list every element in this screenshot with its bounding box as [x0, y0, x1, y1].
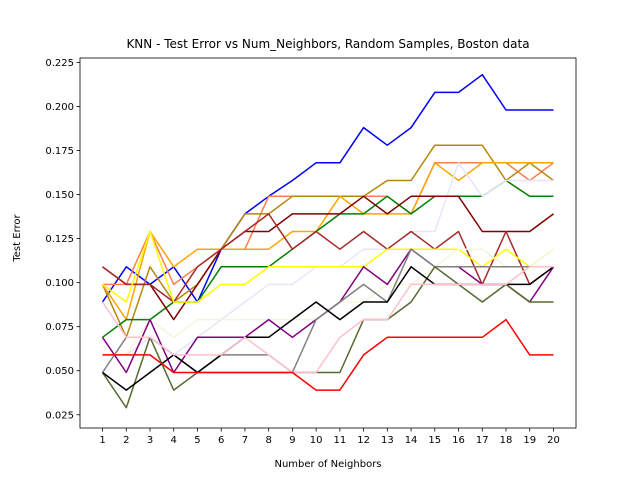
x-tick-label: 7 [242, 435, 248, 446]
y-tick-label: 0.050 [45, 366, 74, 377]
x-tick-label: 17 [476, 435, 489, 446]
y-tick-label: 0.100 [45, 278, 74, 289]
series-line-7 [102, 195, 554, 321]
y-tick-label: 0.025 [45, 410, 74, 421]
y-tick-label: 0.175 [45, 146, 74, 157]
x-tick-label: 16 [452, 435, 465, 446]
y-tick-label: 0.200 [45, 102, 74, 113]
series-line-8 [102, 213, 554, 303]
x-tick-label: 5 [194, 435, 200, 446]
series-line-9 [102, 230, 554, 303]
y-tick-label: 0.150 [45, 190, 74, 201]
y-tick-label: 0.125 [45, 234, 74, 245]
x-tick-label: 12 [357, 435, 370, 446]
x-tick-label: 6 [218, 435, 224, 446]
series-line-3 [101, 144, 554, 339]
x-tick-label: 8 [265, 435, 271, 446]
series-line-13 [101, 266, 554, 409]
series-line-15 [101, 266, 554, 374]
x-tick-label: 9 [289, 435, 295, 446]
x-tick-label: 3 [147, 435, 153, 446]
y-tick-label: 0.225 [45, 58, 74, 69]
x-tick-label: 20 [547, 435, 560, 446]
x-tick-label: 13 [381, 435, 394, 446]
x-tick-label: 2 [123, 435, 129, 446]
y-tick-label: 0.075 [45, 322, 74, 333]
x-tick-label: 4 [171, 435, 177, 446]
x-tick-label: 18 [500, 435, 513, 446]
plot-frame [79, 57, 577, 429]
series-line-1 [101, 73, 554, 303]
x-tick-label: 14 [405, 435, 418, 446]
y-axis-title: Test Error [12, 213, 23, 262]
x-tick-label: 1 [99, 435, 105, 446]
x-tick-label: 19 [523, 435, 536, 446]
series-line-16 [102, 318, 554, 391]
axes-layer: 1 2 3 4 5 6 7 8 9 10 11 12 13 14 15 16 17 18 19 200.0250.05… [45, 57, 577, 446]
x-tick-label: 10 [310, 435, 323, 446]
series-layer [101, 73, 555, 409]
x-axis-title: Number of Neighbors [274, 459, 381, 470]
x-tick-label: 11 [333, 435, 346, 446]
chart-title: KNN - Test Error vs Num_Neighbors, Rando… [126, 37, 529, 51]
x-tick-label: 15 [428, 435, 441, 446]
